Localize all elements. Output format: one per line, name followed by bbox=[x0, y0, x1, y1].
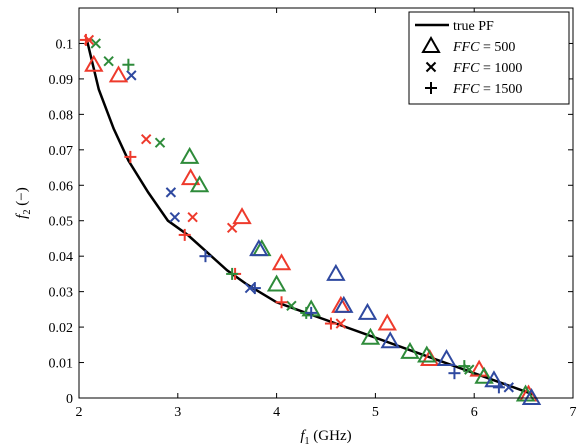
data-point-x-red bbox=[187, 211, 198, 223]
data-point-triangle-blue bbox=[326, 263, 346, 281]
data-point-triangle-green bbox=[189, 175, 210, 193]
y-tick-label: 0.05 bbox=[49, 215, 74, 230]
data-point-triangle-red bbox=[84, 54, 104, 72]
data-point-triangle-blue bbox=[249, 239, 269, 257]
data-point-triangle-red bbox=[271, 253, 292, 271]
data-point-plus-green bbox=[122, 58, 135, 71]
x-tick-label: 2 bbox=[76, 405, 83, 420]
data-point-triangle-green bbox=[474, 366, 494, 384]
x-tick-label: 4 bbox=[273, 405, 280, 420]
data-point-triangle-green bbox=[179, 146, 200, 164]
data-point-x-blue bbox=[503, 382, 514, 393]
axis-label-subscript: 1 bbox=[305, 436, 310, 445]
legend-x-swatch bbox=[425, 61, 437, 73]
y-tick-label: 0.02 bbox=[49, 321, 74, 336]
x-tick-label: 5 bbox=[372, 405, 379, 420]
y-tick-label: 0.08 bbox=[49, 108, 74, 123]
legend-label: FFC = 1000 bbox=[452, 61, 522, 76]
axis-label-var: f bbox=[300, 428, 306, 444]
data-point-triangle-blue bbox=[380, 331, 400, 349]
x-tick-label: 7 bbox=[570, 405, 577, 420]
data-point-plus-blue bbox=[248, 282, 261, 295]
legend-label: FFC = 1500 bbox=[452, 82, 522, 97]
x-axis-label: f1 (GHz) bbox=[300, 428, 351, 445]
y-tick-label: 0 bbox=[66, 392, 73, 407]
data-point-x-green bbox=[154, 137, 166, 148]
legend-label: true PF bbox=[453, 19, 494, 34]
data-point-x-blue bbox=[169, 211, 181, 223]
axis-label-unit: (GHz) bbox=[310, 428, 352, 444]
data-point-triangle-red bbox=[108, 65, 129, 83]
data-point-plus-red bbox=[79, 33, 92, 46]
data-point-triangle-red bbox=[180, 168, 201, 186]
x-tick-label: 6 bbox=[471, 405, 478, 420]
y-tick-label: 0.09 bbox=[49, 73, 74, 88]
data-point-x-green bbox=[90, 38, 102, 49]
data-point-x-blue bbox=[165, 187, 177, 198]
data-point-triangle-blue bbox=[521, 387, 542, 405]
data-point-plus-blue bbox=[492, 381, 505, 394]
data-point-triangle-red bbox=[232, 207, 252, 225]
legend-plus-swatch bbox=[425, 82, 437, 94]
legend: true PF FFC = 500 FFC = 1000 FFC = 1500 bbox=[408, 11, 570, 105]
data-point-triangle-green bbox=[400, 341, 420, 359]
y-tick-label: 0.03 bbox=[49, 286, 74, 301]
data-point-triangle-green bbox=[417, 345, 437, 363]
data-point-triangle-blue bbox=[436, 348, 457, 366]
y-tick-label: 0.06 bbox=[49, 179, 74, 194]
axis-label-var: f bbox=[14, 213, 30, 219]
axis-label-unit: (−) bbox=[14, 187, 30, 209]
data-point-plus-red bbox=[124, 150, 137, 163]
y-axis-label: f2 (−) bbox=[14, 187, 33, 218]
y-tick-label: 0.01 bbox=[49, 357, 74, 372]
y-tick-label: 0.04 bbox=[49, 250, 74, 265]
data-point-plus-green bbox=[226, 267, 239, 280]
data-point-triangle-red bbox=[377, 313, 397, 331]
data-markers-layer bbox=[79, 33, 542, 405]
legend-label: FFC = 500 bbox=[452, 40, 515, 55]
data-point-plus-green bbox=[458, 360, 471, 373]
data-point-x-red bbox=[140, 133, 152, 145]
data-point-plus-blue bbox=[305, 306, 318, 319]
data-point-x-green bbox=[286, 300, 297, 312]
legend-triangle-swatch bbox=[421, 35, 441, 53]
data-point-x-blue bbox=[126, 70, 137, 81]
data-point-triangle-green bbox=[360, 327, 381, 345]
x-tick-label: 3 bbox=[174, 405, 181, 420]
data-point-plus-red bbox=[178, 228, 191, 241]
data-point-plus-red bbox=[324, 317, 337, 330]
data-point-triangle-blue bbox=[484, 370, 504, 388]
data-point-triangle-green bbox=[266, 274, 287, 292]
data-point-plus-blue bbox=[448, 367, 461, 380]
data-point-triangle-blue bbox=[334, 295, 354, 313]
data-point-x-green bbox=[103, 55, 114, 67]
data-point-x-red bbox=[335, 318, 347, 329]
y-tick-label: 0.07 bbox=[49, 144, 74, 159]
data-point-x-red bbox=[226, 222, 238, 234]
y-tick-label: 0.1 bbox=[56, 37, 74, 52]
plot-area-frame bbox=[78, 7, 574, 399]
data-point-triangle-blue bbox=[357, 302, 378, 320]
data-point-plus-blue bbox=[199, 250, 212, 263]
data-point-plus-red bbox=[275, 296, 288, 309]
axis-label-subscript: 2 bbox=[22, 210, 33, 215]
